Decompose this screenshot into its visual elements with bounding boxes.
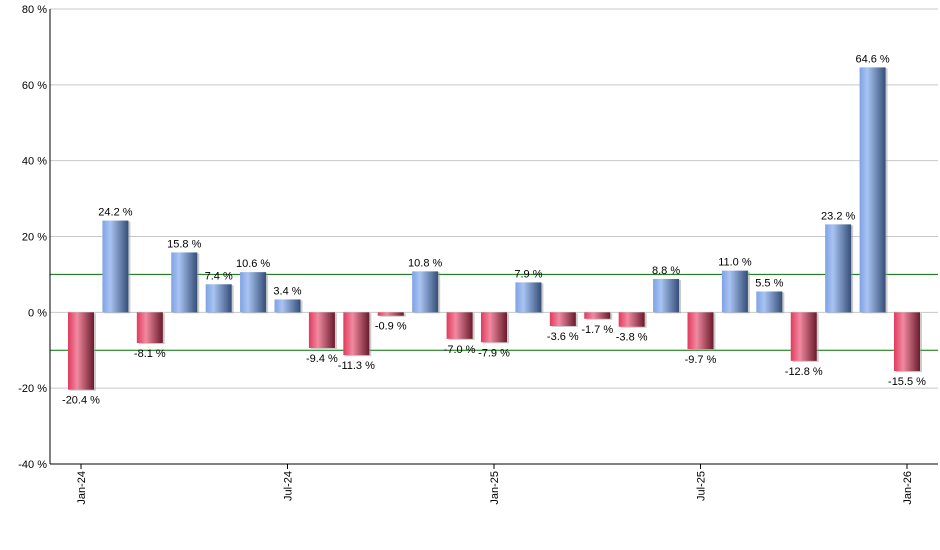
bar xyxy=(377,312,404,316)
y-tick-label: 40 % xyxy=(22,156,47,168)
value-label: 7.9 % xyxy=(514,268,542,280)
value-label: 3.4 % xyxy=(273,285,301,297)
value-label: -0.9 % xyxy=(375,321,407,333)
bar xyxy=(102,220,129,313)
value-label: 7.4 % xyxy=(205,270,233,282)
bar xyxy=(687,312,714,350)
bar xyxy=(825,224,852,313)
value-label: 8.8 % xyxy=(652,265,680,277)
bar xyxy=(171,252,198,313)
value-label: -3.8 % xyxy=(616,332,648,344)
bar xyxy=(859,67,886,313)
value-label: 23.2 % xyxy=(821,210,855,222)
y-tick-label: 80 % xyxy=(22,4,47,16)
value-label: 24.2 % xyxy=(98,207,132,219)
bar xyxy=(584,312,611,319)
bar xyxy=(618,312,645,327)
value-label: -12.8 % xyxy=(785,366,823,378)
bar xyxy=(274,299,301,313)
bar xyxy=(756,291,783,313)
bar-series xyxy=(68,67,922,391)
value-label: 11.0 % xyxy=(718,257,752,269)
value-label: 15.8 % xyxy=(167,238,201,250)
bar xyxy=(308,312,335,348)
value-label: -9.4 % xyxy=(306,353,338,365)
x-tick-label: Jan-24 xyxy=(76,471,88,505)
x-axis-tick-labels: Jan-24 Jul-24 Jan-25 Jul-25 Jan-26 xyxy=(76,464,914,505)
x-tick-label: Jan-25 xyxy=(489,471,501,505)
value-label: 5.5 % xyxy=(755,277,783,289)
y-tick-label: 60 % xyxy=(22,80,47,92)
bar xyxy=(343,312,370,356)
value-label: 64.6 % xyxy=(855,53,889,65)
bar xyxy=(653,278,680,313)
y-tick-label: -40 % xyxy=(18,459,47,471)
value-label: -8.1 % xyxy=(134,348,166,360)
value-label: -1.7 % xyxy=(581,324,613,336)
x-tick-label: Jan-26 xyxy=(902,471,914,505)
value-label: 10.8 % xyxy=(408,257,442,269)
value-label: -20.4 % xyxy=(62,395,100,407)
y-tick-label: -20 % xyxy=(18,383,47,395)
x-tick-label: Jul-24 xyxy=(283,471,295,501)
y-tick-label: 0 % xyxy=(28,307,47,319)
bar xyxy=(205,284,232,313)
value-label: -7.9 % xyxy=(478,347,510,359)
value-label: -15.5 % xyxy=(888,376,926,388)
bar xyxy=(240,272,267,313)
bar xyxy=(721,270,748,313)
value-labels: -20.4 % 24.2 % -8.1 % 15.8 % 7.4 %10.6 % 3.4 … xyxy=(62,53,926,406)
bar xyxy=(68,312,94,390)
bar xyxy=(549,312,576,326)
bar xyxy=(136,312,163,344)
value-label: -9.7 % xyxy=(685,354,717,366)
bar xyxy=(790,312,817,361)
bar xyxy=(515,282,542,313)
bar xyxy=(894,312,920,372)
y-axis-tick-labels: 80 % 60 % 40 % 20 % 0 % -20 % -40 % xyxy=(18,4,47,471)
value-label: -3.6 % xyxy=(547,331,579,343)
x-tick-label: Jul-25 xyxy=(696,471,708,501)
bar xyxy=(446,312,473,339)
bar xyxy=(481,312,507,343)
y-tick-label: 20 % xyxy=(22,232,47,244)
value-label: 10.6 % xyxy=(236,258,270,270)
value-label: -7.0 % xyxy=(444,344,476,356)
bar xyxy=(412,271,439,313)
value-label: -11.3 % xyxy=(338,360,375,372)
